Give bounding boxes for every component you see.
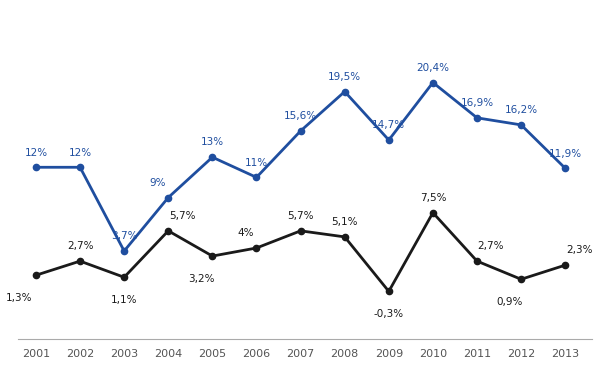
- Text: 7,5%: 7,5%: [420, 193, 446, 203]
- Text: 20,4%: 20,4%: [417, 63, 450, 73]
- Text: 9%: 9%: [149, 178, 165, 188]
- Text: 5,1%: 5,1%: [331, 217, 358, 227]
- Text: 2,7%: 2,7%: [478, 241, 504, 251]
- Text: 3,2%: 3,2%: [188, 274, 215, 284]
- Text: 1,3%: 1,3%: [6, 293, 32, 303]
- Text: 12%: 12%: [68, 147, 92, 157]
- Text: 2,7%: 2,7%: [67, 241, 93, 251]
- Text: 13%: 13%: [201, 137, 224, 147]
- Text: 19,5%: 19,5%: [328, 72, 361, 82]
- Text: 12%: 12%: [24, 147, 48, 157]
- Text: 14,7%: 14,7%: [372, 120, 406, 130]
- Text: 0,9%: 0,9%: [497, 297, 523, 307]
- Text: 16,9%: 16,9%: [461, 98, 493, 108]
- Text: 15,6%: 15,6%: [284, 111, 317, 121]
- Text: 4%: 4%: [237, 228, 254, 238]
- Text: 5,7%: 5,7%: [287, 211, 314, 221]
- Text: 3,7%: 3,7%: [111, 231, 137, 241]
- Text: 5,7%: 5,7%: [169, 211, 195, 221]
- Text: 1,1%: 1,1%: [111, 295, 137, 305]
- Text: 11%: 11%: [245, 157, 268, 167]
- Text: 2,3%: 2,3%: [566, 245, 592, 255]
- Text: -0,3%: -0,3%: [374, 310, 404, 320]
- Text: 16,2%: 16,2%: [504, 105, 537, 115]
- Text: 11,9%: 11,9%: [548, 149, 582, 159]
